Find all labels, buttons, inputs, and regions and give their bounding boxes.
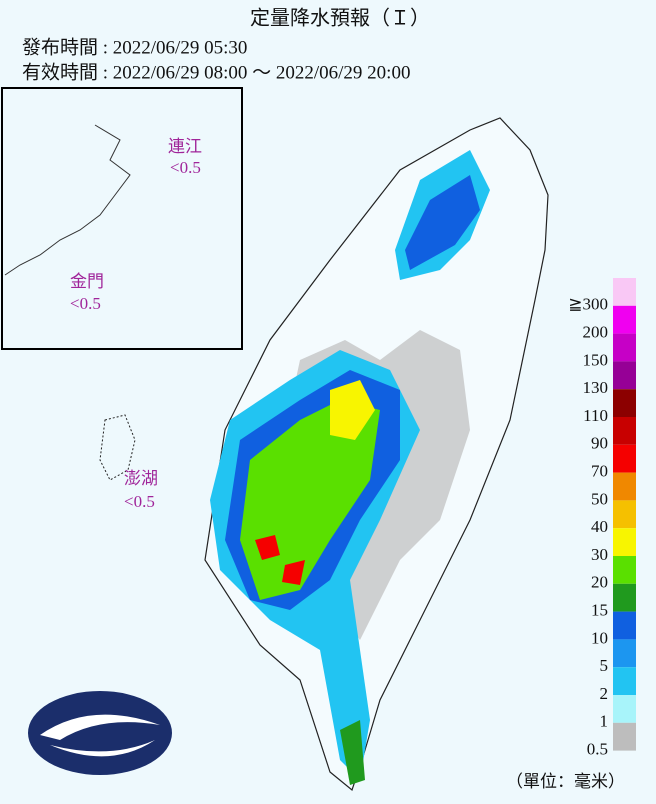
legend: ≧300 200 150 130 110 90 70 50 40 30 20 15 10 5 2 1 0.5 [568,278,636,759]
legend-label: 2 [600,684,609,703]
legend-label: 10 [591,628,608,647]
issued-time: 發布時間 : 2022/06/29 05:30 [22,36,247,58]
legend-label: ≧300 [568,295,608,314]
legend-swatch [613,667,636,695]
inset-box [1,87,243,350]
legend-swatch [613,556,636,584]
legend-swatch [613,722,636,751]
title: 定量降水預報（Ｉ） [250,7,430,30]
legend-label: 200 [583,323,609,342]
coastline [4,124,131,276]
island-value: <0.5 [124,492,155,511]
legend-swatch [613,500,636,529]
legend-label: 40 [591,517,608,536]
legend-swatch [613,639,636,668]
legend-label: 110 [583,406,608,425]
legend-label: 20 [591,573,608,592]
legend-label: 70 [591,462,608,481]
logo [28,691,172,775]
island-value: <0.5 [170,158,201,177]
penghu-outline [99,414,136,481]
island-name: 澎湖 [124,469,158,488]
legend-swatch [613,333,636,362]
unit-label: （單位：毫米） [506,772,625,791]
rain-area [330,380,375,440]
legend-label: 15 [591,601,608,620]
legend-swatch [613,444,636,473]
legend-swatch [613,472,636,501]
rain-area [340,720,365,785]
island-name: 金門 [70,272,104,291]
legend-swatch [613,389,636,417]
island-name: 連江 [168,137,202,156]
legend-swatch [613,417,636,445]
logo-cloud [40,714,160,757]
legend-swatch [613,278,636,306]
legend-label: 90 [591,434,608,453]
legend-label: 50 [591,489,608,508]
legend-swatch [613,611,636,640]
legend-swatch [613,305,636,334]
legend-label: 5 [600,656,609,675]
legend-label: 1 [600,712,609,731]
legend-label: 130 [583,378,609,397]
valid-time: 有效時間 : 2022/06/29 08:00 ～ 2022/06/29 20:… [22,61,410,83]
legend-swatch [613,528,636,556]
legend-label: 30 [591,545,608,564]
legend-swatch [613,695,636,723]
legend-label: 0.5 [587,740,608,759]
rain-area [255,535,305,585]
legend-label: 150 [583,350,609,369]
legend-swatch [613,361,636,390]
legend-swatch [613,583,636,612]
rain-area [405,175,480,270]
island-value: <0.5 [70,294,101,313]
